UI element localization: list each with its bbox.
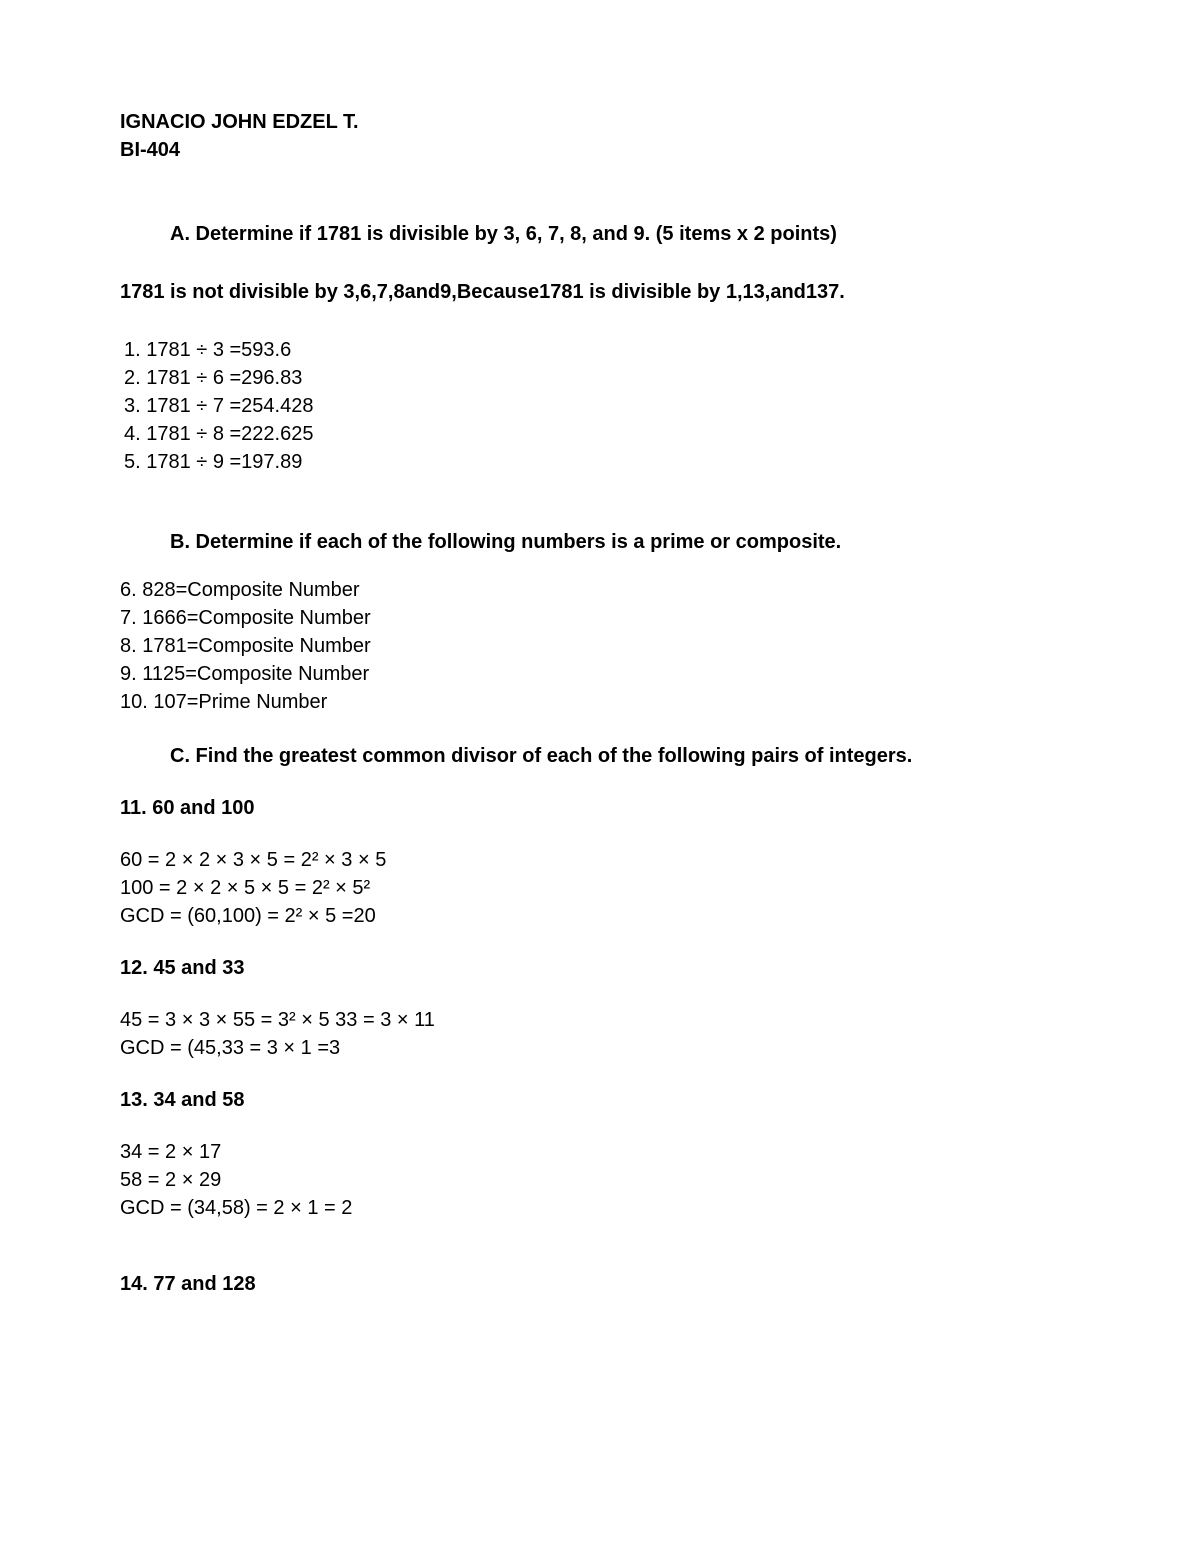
work-line: GCD = (45,33 = 3 × 1 =3 — [120, 1034, 1080, 1062]
list-item: 9. 1125=Composite Number — [120, 660, 1080, 688]
list-item: 10. 107=Prime Number — [120, 688, 1080, 716]
q11-work: 60 = 2 × 2 × 3 × 5 = 2² × 3 × 5 100 = 2 … — [120, 846, 1080, 930]
student-name: IGNACIO JOHN EDZEL T. — [120, 108, 1080, 136]
calc-item: 2. 1781 ÷ 6 =296.83 — [124, 364, 1080, 392]
work-line: 58 = 2 × 29 — [120, 1166, 1080, 1194]
q14-heading: 14. 77 and 128 — [120, 1270, 1080, 1298]
spacer — [120, 1222, 1080, 1270]
spacer — [120, 930, 1080, 954]
list-item: 8. 1781=Composite Number — [120, 632, 1080, 660]
spacer — [120, 1062, 1080, 1086]
section-a-calculations: 1. 1781 ÷ 3 =593.6 2. 1781 ÷ 6 =296.83 3… — [124, 336, 1080, 476]
work-line: 34 = 2 × 17 — [120, 1138, 1080, 1166]
calc-item: 4. 1781 ÷ 8 =222.625 — [124, 420, 1080, 448]
section-a-heading: A. Determine if 1781 is divisible by 3, … — [120, 220, 1080, 248]
list-item: 7. 1666=Composite Number — [120, 604, 1080, 632]
list-item: 6. 828=Composite Number — [120, 576, 1080, 604]
q12-heading: 12. 45 and 33 — [120, 954, 1080, 982]
q12-work: 45 = 3 × 3 × 55 = 3² × 5 33 = 3 × 11 GCD… — [120, 1006, 1080, 1062]
section-b-heading: B. Determine if each of the following nu… — [120, 528, 1080, 556]
calc-item: 5. 1781 ÷ 9 =197.89 — [124, 448, 1080, 476]
section-c-heading: C. Find the greatest common divisor of e… — [120, 742, 1080, 770]
q13-work: 34 = 2 × 17 58 = 2 × 29 GCD = (34,58) = … — [120, 1138, 1080, 1222]
course-code: BI-404 — [120, 136, 1080, 164]
section-b-list: 6. 828=Composite Number 7. 1666=Composit… — [120, 576, 1080, 716]
work-line: 60 = 2 × 2 × 3 × 5 = 2² × 3 × 5 — [120, 846, 1080, 874]
section-a-answer: 1781 is not divisible by 3,6,7,8and9,Bec… — [120, 278, 1080, 306]
work-line: GCD = (34,58) = 2 × 1 = 2 — [120, 1194, 1080, 1222]
q13-heading: 13. 34 and 58 — [120, 1086, 1080, 1114]
calc-item: 3. 1781 ÷ 7 =254.428 — [124, 392, 1080, 420]
q11-heading: 11. 60 and 100 — [120, 794, 1080, 822]
work-line: 45 = 3 × 3 × 55 = 3² × 5 33 = 3 × 11 — [120, 1006, 1080, 1034]
work-line: 100 = 2 × 2 × 5 × 5 = 2² × 5² — [120, 874, 1080, 902]
calc-item: 1. 1781 ÷ 3 =593.6 — [124, 336, 1080, 364]
work-line: GCD = (60,100) = 2² × 5 =20 — [120, 902, 1080, 930]
document-page: IGNACIO JOHN EDZEL T. BI-404 A. Determin… — [0, 0, 1200, 1553]
